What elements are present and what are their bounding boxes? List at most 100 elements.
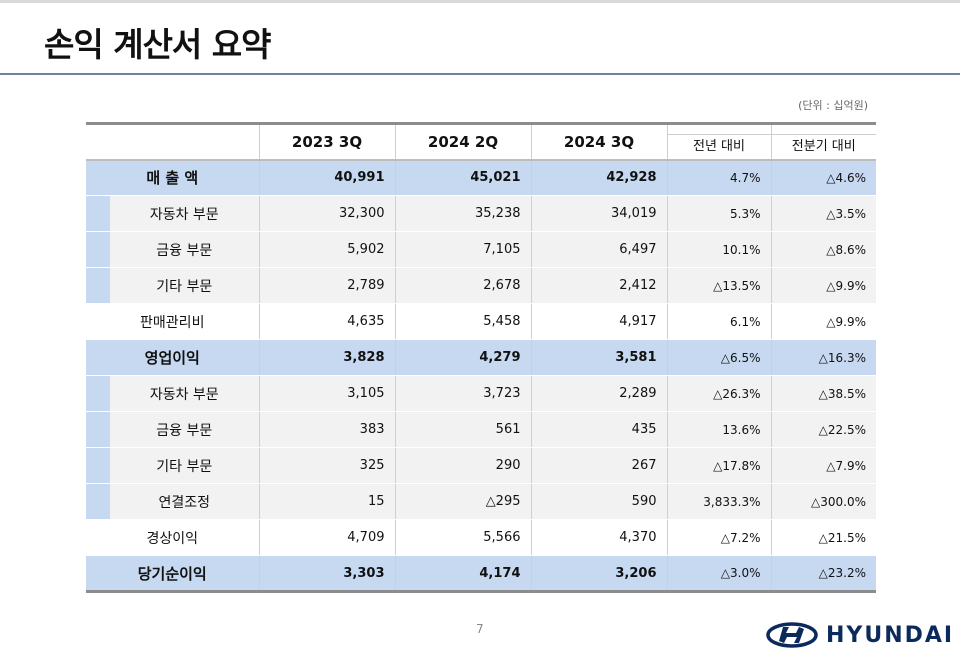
header-cell: 2024 3Q [530, 123, 667, 161]
logo-text: HYUNDAI [826, 622, 955, 648]
value-cell: 290 [394, 447, 531, 484]
table-row: 금융 부문 383 561 435 13.6% △22.5% [86, 411, 876, 448]
value-cell: △6.5% [666, 339, 771, 376]
row-label: 매 출 액 [86, 159, 259, 196]
table-row: 자동차 부문 3,105 3,723 2,289 △26.3% △38.5% [86, 375, 876, 412]
table-row: 매 출 액 40,991 45,021 42,928 4.7% △4.6% [86, 159, 876, 196]
value-cell: △3.0% [666, 555, 771, 592]
value-cell: 13.6% [666, 411, 771, 448]
value-cell: 4,635 [258, 303, 395, 340]
value-cell: 383 [258, 411, 395, 448]
hyundai-logo: HYUNDAI [766, 622, 954, 648]
value-cell: 6,497 [530, 231, 667, 268]
value-cell: 2,678 [394, 267, 531, 304]
row-label: 기타 부문 [86, 447, 259, 484]
table-row: 기타 부문 2,789 2,678 2,412 △13.5% △9.9% [86, 267, 876, 304]
row-label: 경상이익 [86, 519, 259, 556]
row-label: 금융 부문 [86, 231, 259, 268]
row-label: 당기순이익 [86, 555, 259, 592]
value-cell: △26.3% [666, 375, 771, 412]
value-cell: 40,991 [258, 159, 395, 196]
value-cell: △23.2% [770, 555, 876, 592]
value-cell: 325 [258, 447, 395, 484]
value-cell: △22.5% [770, 411, 876, 448]
row-label: 기타 부문 [86, 267, 259, 304]
value-cell: 45,021 [394, 159, 531, 196]
value-cell: △3.5% [770, 195, 876, 232]
value-cell: 15 [258, 483, 395, 520]
value-cell: 10.1% [666, 231, 771, 268]
value-cell: △17.8% [666, 447, 771, 484]
value-cell: △7.2% [666, 519, 771, 556]
title-divider [0, 73, 960, 75]
page-number: 7 [476, 622, 484, 636]
row-label: 영업이익 [86, 339, 259, 376]
value-cell: 4,709 [258, 519, 395, 556]
value-cell: 32,300 [258, 195, 395, 232]
value-cell: 34,019 [530, 195, 667, 232]
value-cell: 2,412 [530, 267, 667, 304]
value-cell: 3,206 [530, 555, 667, 592]
header-cell: 2024 2Q [394, 123, 531, 161]
value-cell: 4,370 [530, 519, 667, 556]
header-cell [86, 123, 259, 161]
value-cell: △13.5% [666, 267, 771, 304]
value-cell: △38.5% [770, 375, 876, 412]
value-cell: 4,917 [530, 303, 667, 340]
table-row: 연결조정 15 △295 590 3,833.3% △300.0% [86, 483, 876, 520]
row-label: 자동차 부문 [86, 375, 259, 412]
value-cell: 2,289 [530, 375, 667, 412]
value-cell: 3,723 [394, 375, 531, 412]
value-cell: △300.0% [770, 483, 876, 520]
table-row: 당기순이익 3,303 4,174 3,206 △3.0% △23.2% [86, 555, 876, 592]
value-cell: △4.6% [770, 159, 876, 196]
value-cell: △295 [394, 483, 531, 520]
top-bar [0, 0, 960, 3]
value-cell: 435 [530, 411, 667, 448]
income-statement-table: 2023 3Q 2024 2Q 2024 3Q 전년 대비 전분기 대비 매 출… [86, 122, 876, 593]
hyundai-logo-icon [766, 622, 818, 648]
value-cell: 3,833.3% [666, 483, 771, 520]
value-cell: 3,105 [258, 375, 395, 412]
table-row: 영업이익 3,828 4,279 3,581 △6.5% △16.3% [86, 339, 876, 376]
value-cell: 6.1% [666, 303, 771, 340]
value-cell: 590 [530, 483, 667, 520]
value-cell: 5.3% [666, 195, 771, 232]
unit-label: (단위 : 십억원) [798, 99, 868, 112]
table-row: 기타 부문 325 290 267 △17.8% △7.9% [86, 447, 876, 484]
page-title: 손익 계산서 요약 [44, 25, 271, 64]
value-cell: 4,279 [394, 339, 531, 376]
value-cell: △7.9% [770, 447, 876, 484]
value-cell: 7,105 [394, 231, 531, 268]
value-cell: 3,303 [258, 555, 395, 592]
table-row: 자동차 부문 32,300 35,238 34,019 5.3% △3.5% [86, 195, 876, 232]
table-row: 판매관리비 4,635 5,458 4,917 6.1% △9.9% [86, 303, 876, 340]
value-cell: △9.9% [770, 267, 876, 304]
value-cell: 3,828 [258, 339, 395, 376]
value-cell: △8.6% [770, 231, 876, 268]
value-cell: △9.9% [770, 303, 876, 340]
value-cell: 561 [394, 411, 531, 448]
table-header: 2023 3Q 2024 2Q 2024 3Q 전년 대비 전분기 대비 [86, 123, 876, 161]
row-label: 자동차 부문 [86, 195, 259, 232]
row-label: 연결조정 [86, 483, 259, 520]
value-cell: 4,174 [394, 555, 531, 592]
value-cell: 4.7% [666, 159, 771, 196]
value-cell: △16.3% [770, 339, 876, 376]
header-cell: 전년 대비 [666, 123, 771, 161]
value-cell: 35,238 [394, 195, 531, 232]
value-cell: 5,566 [394, 519, 531, 556]
value-cell: 42,928 [530, 159, 667, 196]
value-cell: △21.5% [770, 519, 876, 556]
value-cell: 3,581 [530, 339, 667, 376]
header-cell: 2023 3Q [258, 123, 395, 161]
table-row: 금융 부문 5,902 7,105 6,497 10.1% △8.6% [86, 231, 876, 268]
row-label: 판매관리비 [86, 303, 259, 340]
value-cell: 5,902 [258, 231, 395, 268]
value-cell: 5,458 [394, 303, 531, 340]
table-row: 경상이익 4,709 5,566 4,370 △7.2% △21.5% [86, 519, 876, 556]
header-cell: 전분기 대비 [770, 123, 876, 161]
row-label: 금융 부문 [86, 411, 259, 448]
value-cell: 267 [530, 447, 667, 484]
value-cell: 2,789 [258, 267, 395, 304]
